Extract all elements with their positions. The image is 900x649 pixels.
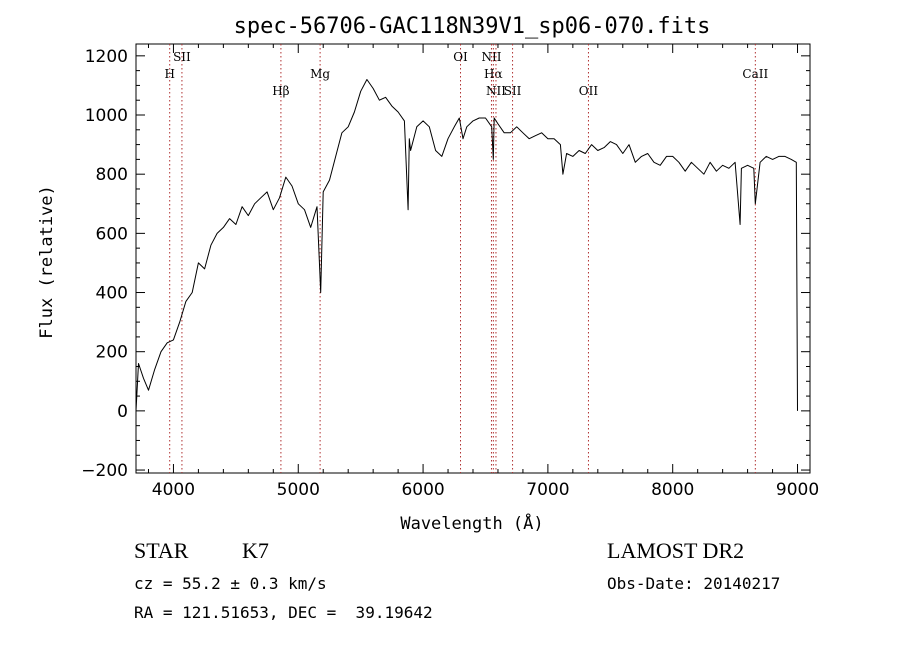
x-tick-label: 9000 <box>776 480 819 500</box>
y-tick-label: 1200 <box>85 47 128 67</box>
survey-label: LAMOST DR2 <box>607 538 745 563</box>
coordinates-info: RA = 121.51653, DEC = 39.19642 <box>134 603 433 622</box>
redshift-info: cz = 55.2 ± 0.3 km/s <box>134 574 327 593</box>
x-tick-label: 4000 <box>152 480 195 500</box>
chart-title: spec-56706-GAC118N39V1_sp06-070.fits <box>234 14 711 39</box>
y-tick-label: 1000 <box>85 106 128 126</box>
y-tick-label: −200 <box>81 461 128 481</box>
spectral-line-label: Hβ <box>272 84 289 98</box>
y-tick-label: 400 <box>96 284 128 304</box>
spectral-line-label: NII <box>486 84 506 98</box>
spectral-line-label: SII <box>173 50 191 64</box>
spectral-line-label: SII <box>504 84 522 98</box>
object-subclass: K7 <box>242 538 269 563</box>
spectral-line-label: OII <box>579 84 599 98</box>
x-axis-label: Wavelength (Å) <box>400 512 543 534</box>
spectral-line-label: Mg <box>310 67 330 81</box>
spectral-line-label: NII <box>481 50 501 64</box>
y-axis-label: Flux (relative) <box>37 185 57 339</box>
spectrum-line <box>135 79 798 411</box>
obs-date-info: Obs-Date: 20140217 <box>607 574 781 593</box>
x-tick-label: 6000 <box>401 480 444 500</box>
y-tick-label: 0 <box>117 402 128 422</box>
spectral-line-label: OI <box>453 50 468 64</box>
spectral-line-label: H <box>164 67 174 81</box>
x-tick-label: 5000 <box>277 480 320 500</box>
plot-frame <box>135 43 811 474</box>
plot-area: 4000 5000 6000 7000 8000 9000 −200 0 200 400 600 80… <box>81 43 819 500</box>
x-tick-label: 7000 <box>526 480 569 500</box>
x-tick-label: 8000 <box>651 480 694 500</box>
y-tick-label: 600 <box>96 224 128 244</box>
spectral-line-label: CaII <box>742 67 768 81</box>
y-tick-label: 800 <box>96 165 128 185</box>
object-class: STAR <box>134 538 189 563</box>
spectral-line-label: Hα <box>484 67 503 81</box>
y-tick-label: 200 <box>96 343 128 363</box>
